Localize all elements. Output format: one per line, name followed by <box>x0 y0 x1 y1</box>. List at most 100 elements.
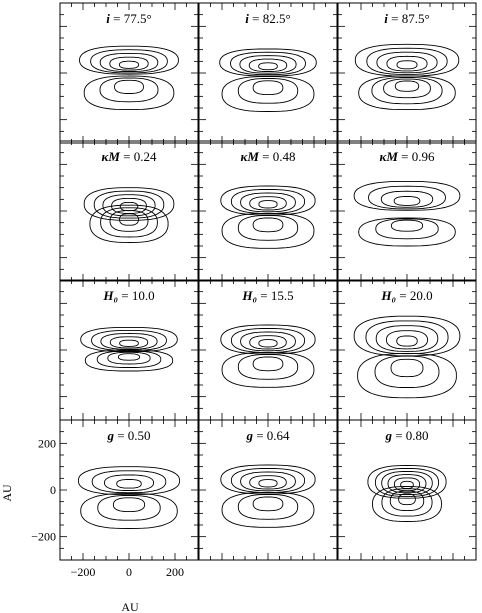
panel-parameter-label: H₀ = 20.0 <box>380 288 432 303</box>
lower-contour-level <box>398 493 416 506</box>
upper-contour-level <box>386 55 428 72</box>
lower-contour-level <box>100 207 158 238</box>
panel-3-1: g = 0.64 <box>198 419 338 561</box>
upper-contour-level <box>353 180 461 211</box>
upper-contour-level <box>240 331 296 352</box>
lower-contour-level <box>114 79 144 94</box>
panel-0-0: i = 77.5° <box>59 2 199 144</box>
upper-contour-level <box>230 468 306 493</box>
lower-contour-level <box>84 349 174 372</box>
upper-contour-level <box>240 471 296 492</box>
lower-contour-level <box>381 488 433 517</box>
upper-contour-level <box>220 185 316 216</box>
upper-contour-level <box>240 192 296 213</box>
upper-contour-level <box>365 320 449 355</box>
panel-parameter-label: κM = 0.48 <box>240 149 295 164</box>
lower-contour-level <box>237 78 299 104</box>
upper-contour-level <box>393 196 421 206</box>
panel-parameter-label: i = 82.5° <box>245 11 290 26</box>
panel-parameter-label: g = 0.80 <box>384 428 428 443</box>
upper-contour-level <box>258 62 278 71</box>
panel-3-0: g = 0.50 −200 0 200 −200 0 200 <box>31 419 199 579</box>
upper-contour-level <box>400 480 414 489</box>
lower-contour-level <box>252 80 284 96</box>
panel-parameter-label: g = 0.50 <box>106 428 150 443</box>
upper-contour-level <box>118 60 140 69</box>
panel-3-2: g = 0.80 <box>337 419 477 561</box>
upper-contour-level <box>396 335 418 347</box>
lower-contour-level <box>252 356 284 372</box>
upper-contour-level <box>83 187 175 221</box>
upper-contour-level <box>104 474 154 491</box>
upper-contour-level <box>396 60 418 70</box>
lower-contour-level <box>389 490 425 512</box>
panel-2-2: H₀ = 20.0 <box>337 279 477 421</box>
upper-contour-level <box>77 466 181 496</box>
upper-contour-level <box>376 51 438 74</box>
upper-contour-level <box>109 56 149 71</box>
upper-contour-level <box>353 315 461 357</box>
upper-contour-level <box>258 200 278 209</box>
lower-contour-level <box>358 75 456 111</box>
lower-contour-level <box>357 353 457 399</box>
upper-contour-level <box>354 43 460 77</box>
upper-contour-level <box>386 330 428 350</box>
x-tick-label: 200 <box>166 565 184 579</box>
lower-contour-level <box>252 217 284 233</box>
panels-layer: i = 77.5° i = 82.5° i = 87.5° κM = 0.24 κM =… <box>31 2 477 579</box>
lower-contour-level <box>383 78 431 99</box>
upper-contour-level <box>249 335 287 350</box>
panel-parameter-label: H₀ = 10.0 <box>102 288 154 303</box>
upper-contour-level <box>119 339 139 347</box>
upper-contour-level <box>366 47 448 75</box>
upper-contour-level <box>230 189 306 214</box>
y-tick-label: 200 <box>38 436 56 450</box>
upper-contour-level <box>102 194 156 217</box>
lower-contour-level <box>221 491 315 528</box>
lower-contour-level <box>252 496 284 512</box>
lower-contour-level <box>390 358 424 378</box>
panel-parameter-label: i = 77.5° <box>106 11 151 26</box>
lower-contour-level <box>237 494 299 520</box>
upper-contour-level <box>91 470 167 494</box>
upper-contour-level <box>230 328 306 353</box>
lower-contour-level <box>112 497 146 513</box>
lower-contour-level <box>390 219 424 232</box>
panel-0-2: i = 87.5° <box>337 2 477 144</box>
y-tick-label: 0 <box>50 483 56 497</box>
lower-contour-level <box>99 77 159 103</box>
upper-contour-level <box>374 468 440 497</box>
upper-contour-level <box>381 471 433 496</box>
panel-1-0: κM = 0.24 <box>59 140 199 282</box>
lower-contour-level <box>221 76 315 112</box>
upper-contour-level <box>230 51 306 76</box>
upper-contour-level <box>80 326 178 353</box>
lower-contour-level <box>221 351 315 388</box>
lower-contour-level <box>83 75 175 111</box>
lower-contour-level <box>109 210 149 232</box>
lower-contour-level <box>371 76 443 105</box>
upper-contour-level <box>219 48 317 77</box>
y-tick-label: −200 <box>31 530 56 544</box>
upper-contour-level <box>116 479 142 489</box>
lower-contour-level <box>96 350 162 368</box>
upper-contour-level <box>258 479 278 488</box>
panel-parameter-label: g = 0.64 <box>245 428 290 443</box>
upper-contour-level <box>100 333 158 350</box>
upper-contour-level <box>239 55 297 74</box>
lower-contour-level <box>80 493 178 529</box>
x-axis-title: AU <box>121 600 139 613</box>
upper-contour-level <box>91 329 167 351</box>
panel-parameter-label: H₀ = 15.5 <box>241 288 293 303</box>
panel-parameter-label: κM = 0.96 <box>379 149 435 164</box>
upper-contour-level <box>380 190 434 208</box>
panel-parameter-label: i = 87.5° <box>384 11 429 26</box>
upper-contour-level <box>368 185 446 210</box>
panel-2-1: H₀ = 15.5 <box>198 279 338 421</box>
upper-contour-level <box>248 58 288 72</box>
lower-contour-level <box>119 213 139 226</box>
upper-contour-level <box>90 49 168 74</box>
panel-parameter-label: κM = 0.24 <box>101 149 157 164</box>
lower-contour-level <box>375 218 439 240</box>
